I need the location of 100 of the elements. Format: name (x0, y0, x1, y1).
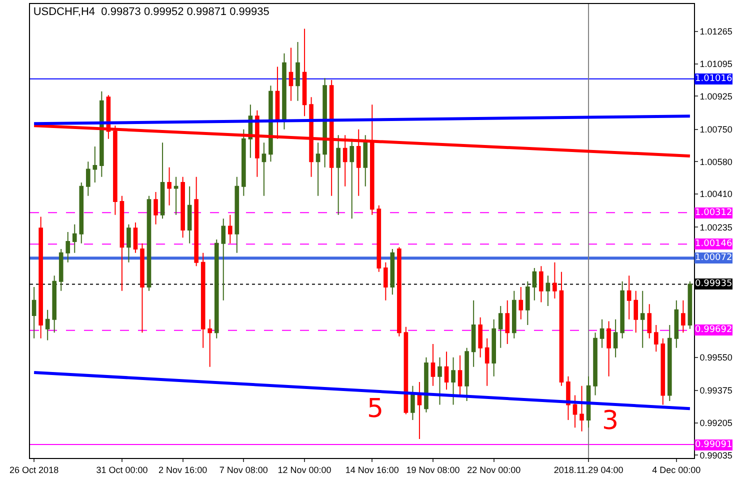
candlestick (444, 351, 449, 390)
candlestick (234, 176, 240, 254)
x-tick-label: 12 Nov 00:00 (278, 464, 332, 475)
candlestick (214, 239, 219, 339)
candlestick (32, 286, 36, 339)
y-tick-label: 1.01265 (700, 26, 732, 37)
candlestick (546, 275, 550, 307)
y-tick-label: 0.99375 (700, 386, 732, 396)
candlestick (526, 280, 530, 326)
candlestick (262, 142, 266, 196)
candlestick (376, 204, 382, 272)
candlestick (194, 176, 198, 267)
candlestick (492, 318, 496, 377)
ref-line-label: 0.99091 (695, 440, 732, 450)
candlestick (140, 242, 144, 334)
y-tick-label: 1.00925 (700, 91, 732, 102)
candlestick (471, 300, 476, 368)
x-tick-label: 22 Nov 00:00 (467, 464, 521, 475)
y-tick-label: 1.00235 (700, 222, 732, 232)
candlestick (606, 320, 611, 377)
x-tick-label: 31 Oct 00:00 (96, 464, 148, 475)
candlestick (92, 146, 98, 184)
y-tick-label: 1.00750 (700, 124, 732, 135)
candlestick (268, 85, 273, 162)
candlestick (559, 271, 564, 386)
candlestick (38, 216, 43, 339)
candlestick (464, 347, 469, 402)
ref-line-label: 1.00312 (695, 208, 732, 218)
candlestick (79, 182, 84, 244)
candlestick (620, 280, 624, 339)
candlestick (688, 280, 692, 330)
candlestick (100, 90, 104, 178)
candlestick (133, 222, 138, 254)
candlestick (430, 344, 436, 386)
candlestick (302, 28, 307, 117)
y-tick-label: 0.99550 (700, 352, 732, 362)
candlestick (384, 262, 388, 301)
candlestick (154, 192, 158, 225)
ref-line-label: 1.00146 (695, 239, 732, 249)
candlestick (424, 356, 428, 413)
x-tick-label: 2 Nov 16:00 (158, 464, 208, 475)
candlestick (200, 252, 206, 348)
candlestick (282, 52, 286, 130)
candlestick (417, 382, 422, 440)
candlestick (580, 385, 584, 432)
candlestick (120, 195, 124, 292)
candlestick (613, 318, 618, 358)
y-tick-label: 1.00580 (700, 156, 732, 167)
candlestick (458, 354, 462, 396)
candlestick (410, 385, 415, 421)
candlestick (654, 324, 658, 352)
candlestick (221, 218, 226, 301)
candlestick (296, 41, 300, 102)
candlestick (86, 161, 90, 196)
candlestick (72, 224, 77, 254)
candlestick (484, 338, 490, 386)
candlestick (660, 338, 666, 406)
candlestick (45, 309, 50, 341)
ref-line-label: 0.99935 (695, 279, 732, 289)
candlestick (539, 266, 544, 303)
candlestick (390, 248, 395, 296)
ref-line-label: 1.01016 (695, 74, 732, 84)
candlestick (126, 224, 131, 263)
candlestick (586, 376, 591, 428)
candlestick (668, 324, 672, 402)
candlestick (572, 394, 578, 428)
y-tick-label: 0.99035 (700, 450, 732, 460)
candlestick (66, 231, 70, 263)
candlestick (518, 286, 524, 320)
annotation: 5 (367, 394, 384, 424)
candlestick (512, 290, 516, 339)
candlestick (242, 128, 246, 196)
candlestick (316, 142, 320, 196)
candlestick (404, 326, 408, 415)
y-tick-label: 1.01095 (700, 58, 732, 69)
candlestick (160, 142, 165, 220)
x-tick-label: 2018.11.29 04:00 (554, 464, 624, 475)
candlestick (52, 275, 56, 334)
candlestick (626, 275, 632, 320)
candlestick (681, 300, 686, 334)
y-tick-label: 0.99205 (700, 418, 732, 428)
x-tick-label: 26 Oct 2018 (10, 464, 59, 475)
candlestick (288, 47, 294, 102)
candlestick (174, 176, 178, 216)
candlestick (363, 134, 368, 187)
y-tick-label: 1.00410 (700, 189, 732, 200)
candlestick (208, 318, 212, 368)
x-tick-label: 4 Dec 00:00 (652, 464, 701, 475)
candlestick (498, 306, 503, 348)
candlestick (187, 186, 192, 244)
candlestick (600, 318, 604, 348)
candlestick (552, 262, 557, 299)
candlestick (593, 332, 598, 396)
candlestick (647, 304, 652, 339)
ref-line-label: 1.00072 (695, 253, 732, 263)
x-tick-label: 14 Nov 16:00 (345, 464, 399, 475)
annotation: 3 (602, 406, 619, 436)
candlestick (532, 268, 537, 301)
candlestick (146, 195, 152, 292)
candlestick (397, 246, 402, 337)
